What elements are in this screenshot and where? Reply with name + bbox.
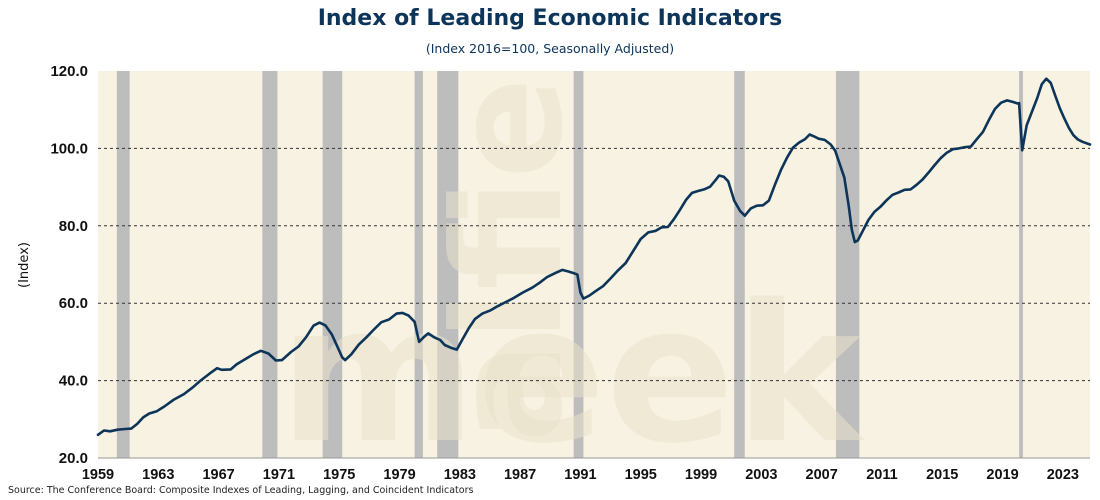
x-tick-label: 2007 <box>806 467 838 483</box>
x-tick-label: 2019 <box>986 467 1018 483</box>
x-tick-label: 1971 <box>263 467 295 483</box>
x-tick-label: 1983 <box>444 467 476 483</box>
y-tick-label: 40.0 <box>59 373 88 390</box>
recession-band-6 <box>734 71 745 458</box>
recession-band-1 <box>262 71 278 458</box>
x-tick-label: 2015 <box>926 467 958 483</box>
recession-band-2 <box>322 71 343 458</box>
y-axis-label: (Index) <box>17 242 32 288</box>
y-tick-label: 80.0 <box>59 218 88 235</box>
recession-bands <box>116 71 1023 458</box>
source-note: Source: The Conference Board: Composite … <box>8 485 474 496</box>
recession-band-3 <box>414 71 423 458</box>
x-tick-label: 1979 <box>383 467 415 483</box>
x-tick-label: 1967 <box>202 467 234 483</box>
x-axis-ticks: 1959 1963 1967 1971 1975 1979 1983 1987 1991 1995… <box>82 467 1079 483</box>
y-tick-label: 100.0 <box>50 140 88 157</box>
x-tick-label: 2023 <box>1047 467 1079 483</box>
y-axis-ticks: 20.0 40.0 60.0 80.0 100.0 120.0 <box>50 63 88 467</box>
series-line-0 <box>96 77 1092 437</box>
x-tick-label: 1991 <box>564 467 596 483</box>
x-tick-label: 1963 <box>142 467 174 483</box>
chart-title: Index of Leading Economic Indicators <box>317 6 783 31</box>
x-tick-label: 2011 <box>866 467 897 483</box>
recession-band-4 <box>437 71 459 458</box>
y-tick-label: 120.0 <box>50 63 88 80</box>
x-tick-label: 1987 <box>504 467 536 483</box>
x-tick-label: 1995 <box>625 467 657 483</box>
x-tick-label: 1999 <box>685 467 717 483</box>
x-tick-label: 1975 <box>323 467 355 483</box>
watermark: alfie meek <box>279 77 865 485</box>
chart-subtitle: (Index 2016=100, Seasonally Adjusted) <box>425 41 675 56</box>
x-tick-label: 2003 <box>745 467 777 483</box>
x-tick-label: 1959 <box>82 467 114 483</box>
gridlines <box>98 147 1090 459</box>
recession-band-5 <box>573 71 584 458</box>
watermark-text-top: alfie <box>422 77 596 443</box>
y-tick-label: 20.0 <box>59 450 88 467</box>
y-tick-label: 60.0 <box>59 295 88 312</box>
recession-band-8 <box>1019 71 1023 458</box>
recession-band-0 <box>116 71 130 458</box>
series-layer <box>96 77 1092 437</box>
watermark-text-bottom: meek <box>279 264 865 485</box>
